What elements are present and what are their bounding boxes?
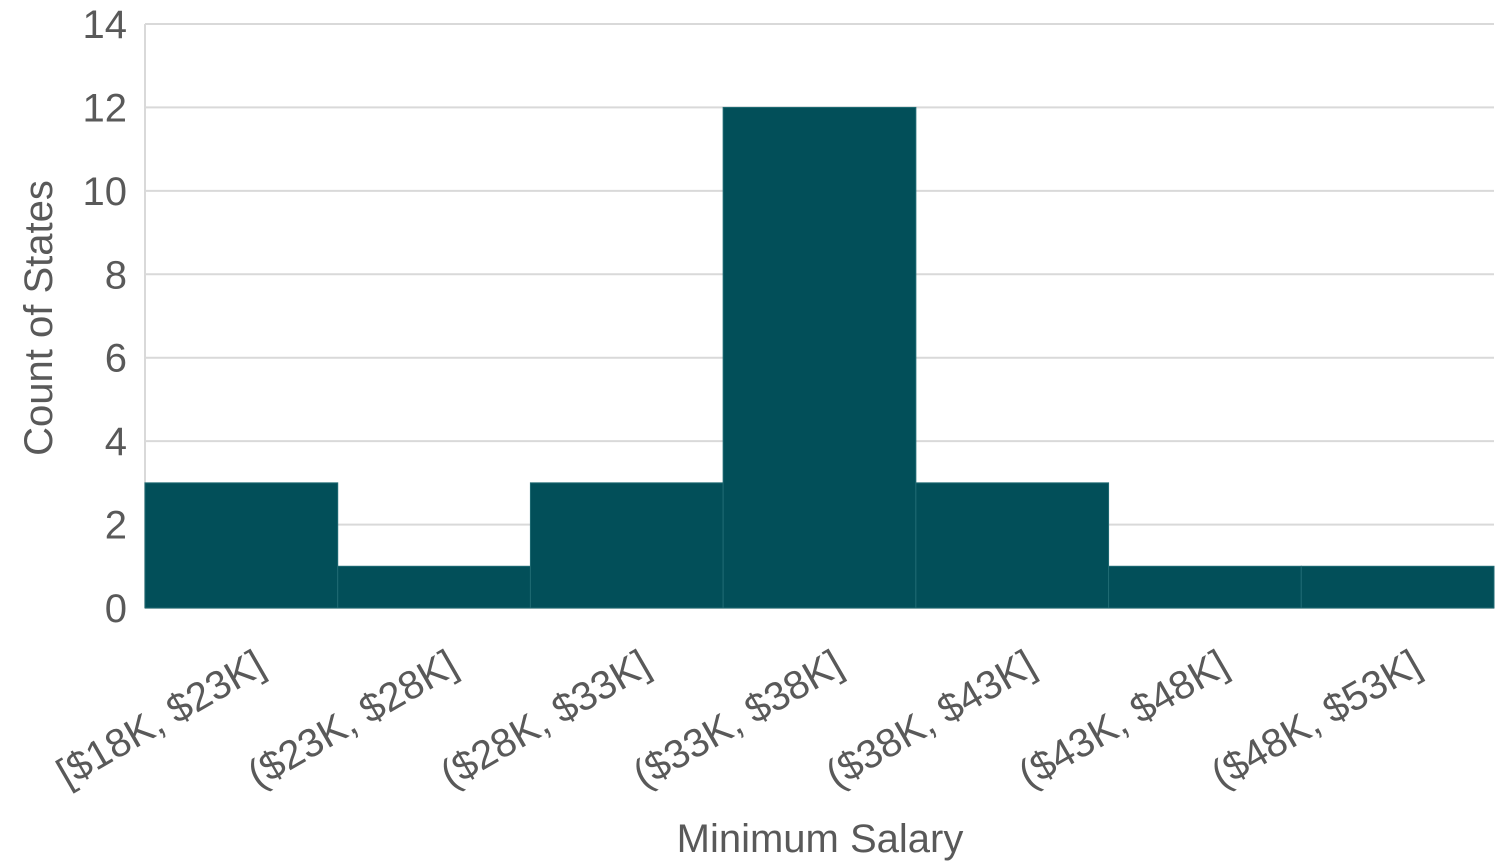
bar xyxy=(144,482,339,609)
y-tick-labels: 0 2 4 6 8 10 12 14 xyxy=(83,3,128,631)
y-tick-label: 2 xyxy=(105,504,127,548)
bar xyxy=(1108,565,1302,609)
x-tick-label: ($28K, $33K] xyxy=(433,642,657,797)
y-tick-label: 12 xyxy=(83,86,128,130)
x-tick-label: ($48K, $53K] xyxy=(1204,642,1428,797)
x-tick-label: ($43K, $48K] xyxy=(1011,642,1235,797)
x-tick-label: [$18K, $23K] xyxy=(50,642,272,796)
x-tick-labels: [$18K, $23K]($23K, $28K]($28K, $33K]($33… xyxy=(50,642,1429,797)
y-tick-label: 8 xyxy=(105,253,127,297)
bar xyxy=(915,482,1110,609)
y-tick-label: 10 xyxy=(83,170,128,214)
bar xyxy=(722,106,917,609)
bars xyxy=(144,106,1495,609)
y-tick-label: 0 xyxy=(105,587,127,631)
y-tick-label: 4 xyxy=(105,420,127,464)
x-tick-label: ($38K, $43K] xyxy=(818,642,1042,797)
x-tick-label: ($33K, $38K] xyxy=(626,642,850,797)
y-tick-label: 6 xyxy=(105,337,127,381)
bar xyxy=(1300,565,1495,609)
bar xyxy=(337,565,531,609)
y-axis-title: Count of States xyxy=(17,180,61,456)
x-tick-label: ($23K, $28K] xyxy=(240,642,464,797)
bar xyxy=(529,482,724,609)
x-axis-title: Minimum Salary xyxy=(677,817,964,861)
y-tick-label: 14 xyxy=(83,3,128,47)
